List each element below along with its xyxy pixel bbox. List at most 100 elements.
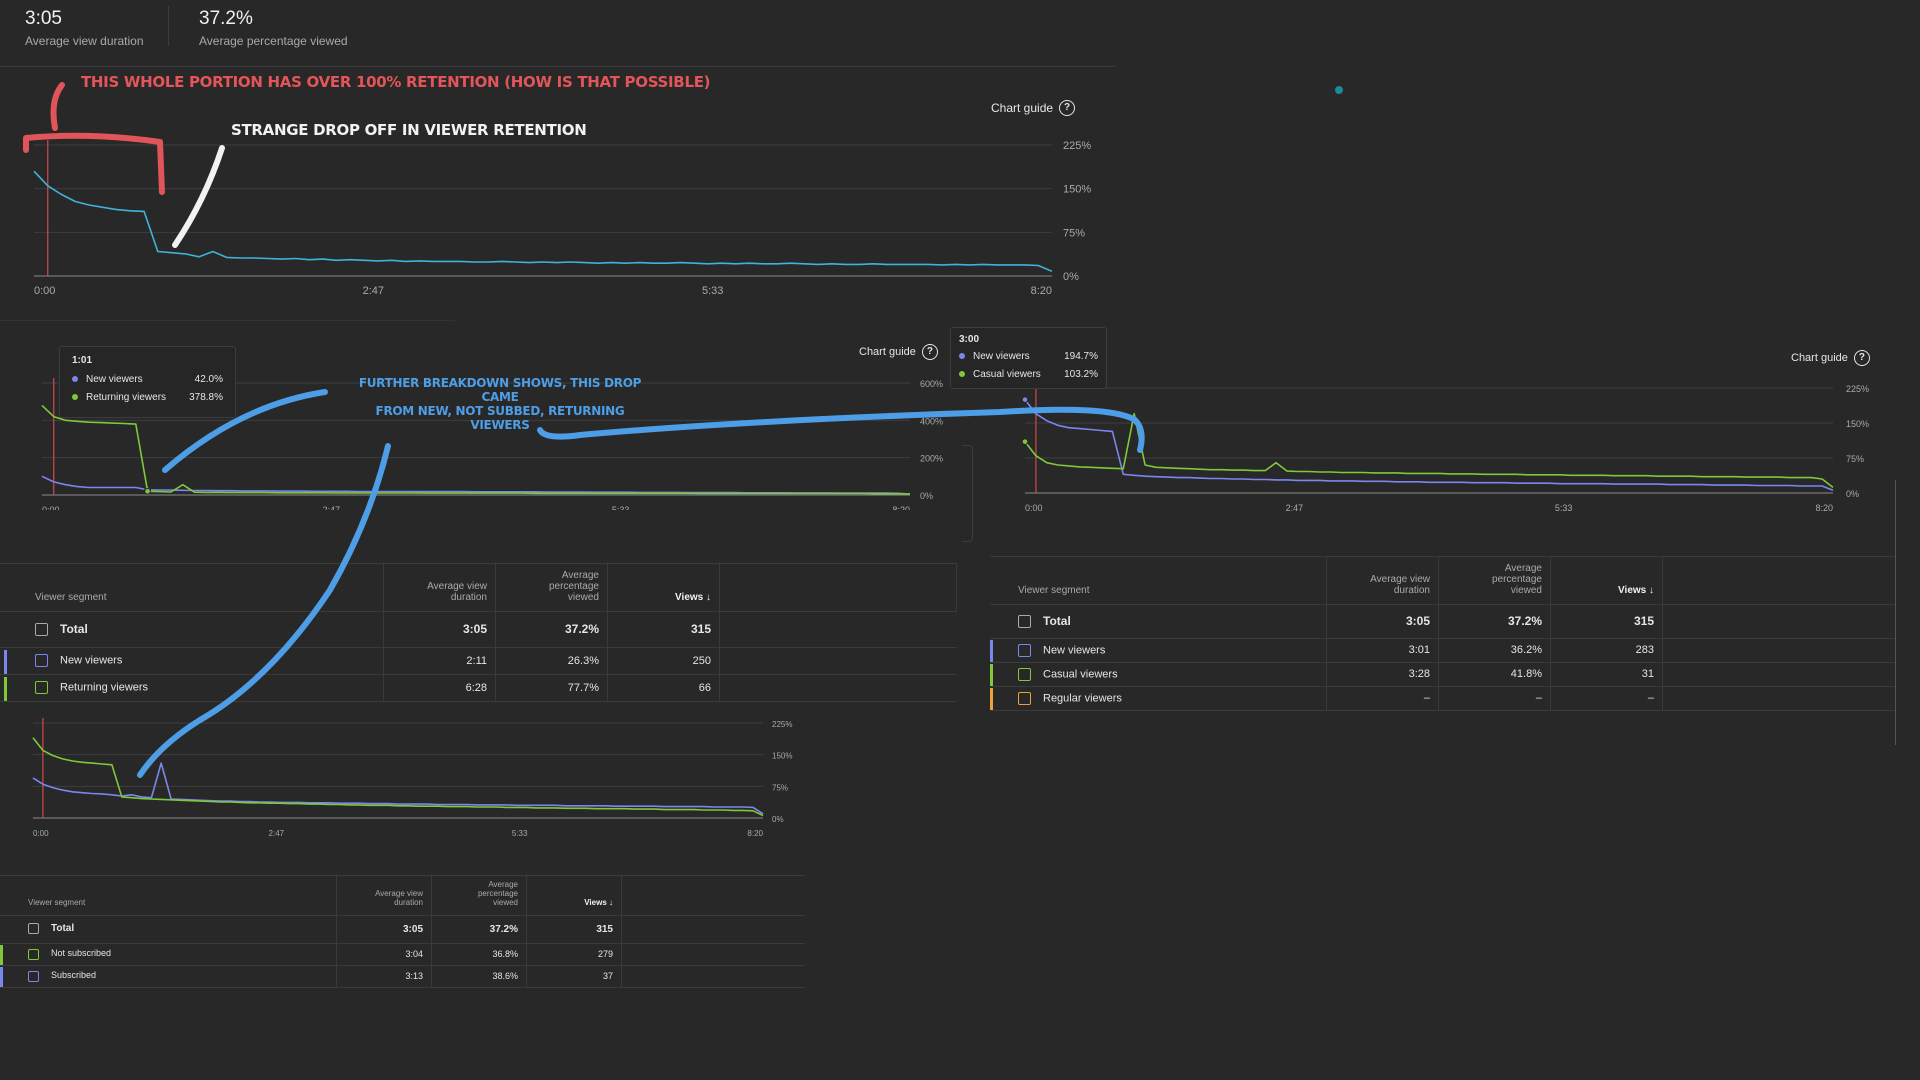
tooltip-time: 3:00 (959, 334, 980, 345)
y-tick-label: 600% (920, 379, 943, 389)
cell-views: 66 (607, 674, 720, 702)
series-line-retention (33, 170, 1053, 273)
header-line: percentage (548, 580, 599, 592)
metric-avg-view-duration: 3:05 Average view duration (25, 8, 144, 48)
checkbox[interactable] (28, 923, 39, 935)
cell-avd: 3:05 (336, 915, 432, 944)
segment-label: Not subscribed (51, 948, 112, 959)
chart-guide-left[interactable]: Chart guide ? (859, 344, 938, 360)
y-tick-label: 0% (920, 491, 933, 501)
cell-avd: – (1326, 686, 1439, 711)
cell-apv: 37.2% (431, 915, 527, 944)
col-header-spacer (621, 875, 805, 916)
segment-label: New viewers (1043, 643, 1106, 656)
col-header-avd[interactable]: Average view duration (383, 563, 496, 612)
table-row[interactable]: Subscribed 3:13 38.6% 37 (0, 965, 805, 988)
checkbox[interactable] (1018, 615, 1031, 629)
series-color-stripe (990, 663, 993, 686)
col-header-apv[interactable]: Average percentage viewed (495, 563, 608, 612)
checkbox[interactable] (1018, 643, 1031, 657)
help-icon: ? (921, 344, 938, 360)
cell-views: 279 (526, 943, 622, 966)
header-line: Average (1504, 562, 1542, 574)
chart-guide-main[interactable]: Chart guide ? (991, 100, 1076, 116)
header-line: Average (561, 569, 599, 581)
chart-guide-right[interactable]: Chart guide ? (1791, 350, 1870, 366)
hover-point (1021, 396, 1029, 403)
cell-avd: 6:28 (383, 674, 496, 702)
checkbox[interactable] (28, 970, 39, 982)
y-tick-label: 0% (772, 815, 784, 824)
table-row[interactable]: Regular viewers – – – (990, 686, 1895, 711)
tooltip-series-label: New viewers (973, 350, 1030, 362)
table-row[interactable]: New viewers 2:11 26.3% 250 (0, 647, 957, 675)
y-tick-label: 150% (1063, 184, 1091, 196)
annotation-breakdown: FURTHER BREAKDOWN SHOWS, THIS DROP CAME … (345, 376, 655, 432)
header-line: duration (450, 591, 487, 603)
chart-main[interactable]: 0% 75% 150% 225% 0:00 2:47 5:33 8:20 (0, 120, 1120, 305)
cell-avd: 3:05 (1326, 604, 1439, 639)
cell-apv: 38.6% (431, 965, 527, 988)
cell-views: 250 (607, 647, 720, 675)
y-tick-label: 75% (772, 783, 788, 792)
series-line-casual-viewers (1024, 412, 1834, 489)
col-header-views[interactable]: Views ↓ (1550, 556, 1663, 605)
col-header-apv[interactable]: Average percentage viewed (1438, 556, 1551, 605)
metric-value: 37.2% (199, 8, 253, 29)
header-line: percentage (1491, 573, 1542, 585)
checkbox[interactable] (35, 654, 48, 667)
checkbox[interactable] (1018, 667, 1031, 681)
cell-apv: 37.2% (495, 611, 608, 648)
checkbox[interactable] (35, 623, 48, 637)
x-tick-label: 2:47 (269, 829, 285, 838)
col-header-avd[interactable]: Average view duration (336, 875, 432, 916)
header-line: Average view (375, 888, 423, 898)
cell-views: 37 (526, 965, 622, 988)
series-dot-icon (959, 353, 965, 359)
metric-divider (168, 6, 169, 46)
cell-avd: 3:01 (1326, 638, 1439, 663)
x-tick-label: 2:47 (363, 285, 384, 297)
table-row-total[interactable]: Total 3:05 37.2% 315 (990, 604, 1895, 639)
chart-sub-vs-notsub[interactable]: 0% 75% 150% 225% 0:00 2:47 5:33 8:20 (0, 715, 800, 840)
col-header-avd[interactable]: Average view duration (1326, 556, 1439, 605)
table-row[interactable]: Not subscribed 3:04 36.8% 279 (0, 943, 805, 966)
scroll-handle[interactable] (962, 445, 973, 542)
table-row[interactable]: Returning viewers 6:28 77.7% 66 (0, 674, 957, 702)
cell-views: 31 (1550, 662, 1663, 687)
table-row-total[interactable]: Total 3:05 37.2% 315 (0, 915, 805, 944)
y-tick-label: 0% (1846, 489, 1859, 499)
tooltip-series-label: Casual viewers (973, 368, 1041, 380)
divider (0, 66, 1115, 67)
segment-label: Total (51, 923, 75, 935)
cell-views: 315 (526, 915, 622, 944)
metric-label: Average percentage viewed (199, 34, 348, 48)
series-color-stripe (0, 966, 3, 987)
series-dot-icon (72, 394, 78, 400)
checkbox[interactable] (28, 948, 39, 960)
y-tick-label: 75% (1063, 227, 1085, 239)
tooltip-row: New viewers 194.7% (959, 347, 1098, 365)
checkbox[interactable] (1018, 691, 1031, 705)
header-line: viewed (1510, 584, 1542, 596)
metric-value: 3:05 (25, 8, 62, 29)
segment-label: Regular viewers (1043, 691, 1122, 704)
cell-avd: 3:28 (1326, 662, 1439, 687)
col-header-spacer (719, 563, 957, 612)
col-header-views[interactable]: Views ↓ (607, 563, 720, 612)
scrollbar[interactable] (1895, 480, 1896, 745)
checkbox[interactable] (35, 681, 48, 694)
y-tick-label: 200% (920, 454, 943, 464)
cell-apv: 37.2% (1438, 604, 1551, 639)
x-tick-label: 0:00 (42, 505, 60, 510)
col-header-views[interactable]: Views ↓ (526, 875, 622, 916)
col-header-apv[interactable]: Average percentage viewed (431, 875, 527, 916)
table-row-total[interactable]: Total 3:05 37.2% 315 (0, 611, 957, 648)
segment-table-bottom: Viewer segment Average view duration Aver… (0, 875, 805, 988)
chart-new-vs-casual[interactable]: 0% 75% 150% 225% 0:00 2:47 5:33 8:20 (990, 375, 1890, 515)
table-row[interactable]: New viewers 3:01 36.2% 283 (990, 638, 1895, 663)
header-line: viewed (567, 591, 599, 603)
table-row[interactable]: Casual viewers 3:28 41.8% 31 (990, 662, 1895, 687)
cell-views: 315 (1550, 604, 1663, 639)
x-tick-label: 2:47 (323, 505, 341, 510)
